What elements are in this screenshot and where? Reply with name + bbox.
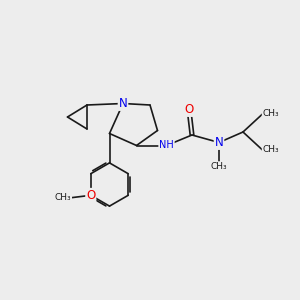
Text: CH₃: CH₃ [262, 110, 279, 118]
Text: CH₃: CH₃ [55, 193, 71, 202]
Text: N: N [214, 136, 224, 149]
Text: CH₃: CH₃ [211, 162, 227, 171]
Text: O: O [86, 189, 95, 202]
Text: NH: NH [159, 140, 174, 151]
Text: CH₃: CH₃ [262, 146, 279, 154]
Text: N: N [118, 97, 127, 110]
Text: O: O [184, 103, 194, 116]
